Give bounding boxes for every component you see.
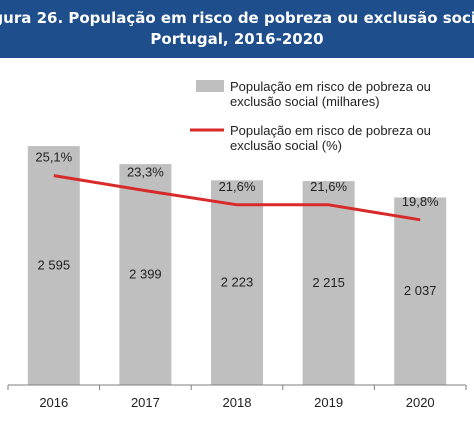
x-tick-label-2017: 2017 (131, 395, 160, 410)
line-value-label-2016: 25,1% (35, 150, 72, 165)
x-axis-tick-labels: 2016 2017 2018 2019 2020 (39, 395, 434, 410)
bar-2018 (211, 180, 263, 385)
legend-label-bar-line-2: exclusão social (milhares) (230, 94, 380, 109)
x-tick-label-2018: 2018 (223, 395, 252, 410)
line-value-label-2020: 19,8% (402, 194, 439, 209)
x-axis-ticks (7, 385, 467, 390)
x-tick-label-2020: 2020 (406, 395, 435, 410)
bar-value-label-2017: 2 399 (129, 267, 162, 282)
bar-value-labels: 2 595 2 399 2 223 2 215 2 037 (38, 258, 437, 299)
figure-title-line-2: Portugal, 2016-2020 (150, 30, 324, 48)
bar-series (27, 146, 447, 385)
legend-swatch-bar (196, 80, 224, 92)
legend-label-line-line-1: População em risco de pobreza ou (230, 123, 431, 138)
line-value-labels: 25,1% 23,3% 21,6% 21,6% 19,8% (35, 150, 439, 209)
legend: População em risco de pobreza ou exclusã… (190, 79, 431, 153)
line-value-label-2019: 21,6% (310, 179, 347, 194)
line-series (53, 174, 421, 222)
bar-2017 (119, 164, 172, 385)
bar-value-label-2020: 2 037 (404, 283, 437, 298)
bar-2016 (27, 146, 80, 385)
legend-label-line-line-2: exclusão social (%) (230, 138, 342, 153)
bar-value-label-2016: 2 595 (38, 258, 71, 273)
line-value-label-2018: 21,6% (219, 179, 256, 194)
bar-2019 (302, 181, 355, 385)
x-tick-label-2016: 2016 (39, 395, 68, 410)
line-value-label-2017: 23,3% (127, 165, 164, 180)
bar-value-label-2018: 2 223 (221, 275, 254, 290)
x-tick-label-2019: 2019 (314, 395, 343, 410)
bar-value-label-2019: 2 215 (312, 275, 345, 290)
bar-2020 (394, 197, 447, 385)
figure-title-line-1: Figura 26. População em risco de pobreza… (0, 9, 474, 27)
legend-label-bar-line-1: População em risco de pobreza ou (230, 79, 431, 94)
figure-title-banner: Figura 26. População em risco de pobreza… (0, 0, 474, 58)
